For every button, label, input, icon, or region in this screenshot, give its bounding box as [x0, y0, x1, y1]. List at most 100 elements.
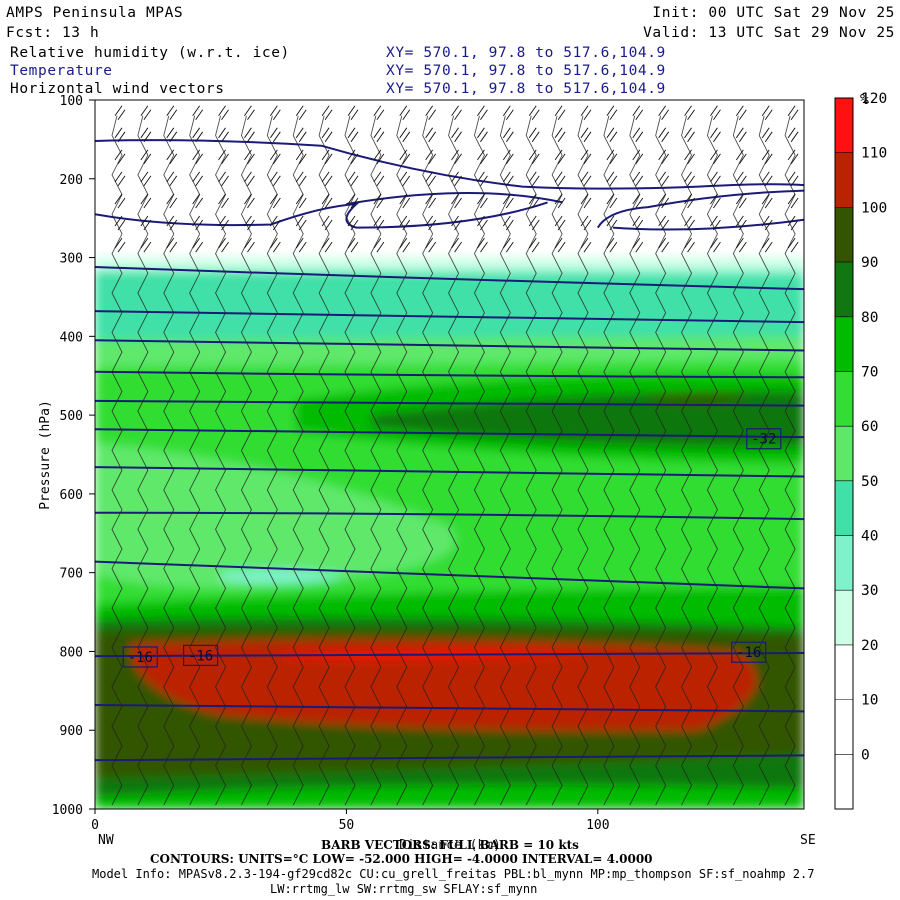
- isotherm-10: [95, 652, 804, 658]
- valid-time: Valid: 13 UTC Sat 29 Nov 25: [643, 25, 895, 41]
- colorbar-frame: [834, 97, 854, 810]
- contour-label-text: -32: [751, 432, 776, 448]
- wind-barb-column: [706, 115, 718, 806]
- colorbar-segment: [835, 590, 853, 645]
- wind-barb-column: [473, 115, 485, 806]
- colorbar-segment: [835, 98, 853, 153]
- plot-frame: [94, 99, 805, 810]
- wind-barb-column: [629, 115, 641, 806]
- colorbar-label: 80: [861, 310, 878, 326]
- colorbar-units: %: [860, 92, 869, 108]
- x-end-label-nw: NW: [98, 833, 114, 848]
- wind-barb-feathers: [140, 105, 152, 253]
- y-tick-label: 400: [60, 330, 83, 345]
- colorbar-segment: [835, 262, 853, 317]
- colorbar-label: 30: [861, 583, 878, 599]
- contour-label-box: [122, 646, 158, 668]
- field-xy-temperature: XY= 570.1, 97.8 to 517.6,104.9: [386, 63, 666, 79]
- isotherm-upper-d: [596, 189, 804, 229]
- isotherm-4: [95, 370, 804, 379]
- wind-barb-feathers: [321, 105, 333, 253]
- wind-barb-feathers: [295, 105, 307, 253]
- contour-label-text: -16: [736, 645, 761, 661]
- wind-barb-feathers: [451, 105, 462, 253]
- colorbar-segment: [835, 535, 853, 591]
- colorbar-label: 20: [861, 638, 878, 654]
- isotherm-8: [95, 511, 804, 521]
- wind-barb-column: [163, 115, 175, 806]
- isotherm-12: [95, 754, 804, 762]
- wind-barb-feathers: [554, 105, 566, 253]
- y-tick-label: 100: [60, 94, 83, 109]
- contour-labels: -32 -16 -16 -16: [122, 428, 782, 668]
- wind-barb-feathers: [787, 105, 799, 253]
- contour-label: -32: [746, 428, 782, 450]
- barb-legend: BARB VECTORS: FULL BARB = 10 kts: [321, 838, 579, 852]
- colorbar-segment: [835, 152, 853, 208]
- colorbar-label: 120: [861, 91, 887, 107]
- y-tick-label: 800: [60, 645, 83, 660]
- wind-barb-column: [111, 115, 123, 806]
- field-xy-wind: XY= 570.1, 97.8 to 517.6,104.9: [386, 81, 666, 97]
- wind-barb-feathers: [244, 105, 255, 253]
- field-name-rh: Relative humidity (w.r.t. ice): [10, 45, 290, 61]
- wind-barb-column: [732, 115, 744, 806]
- colorbar-segment: [835, 371, 853, 427]
- wind-barb-feathers: [502, 105, 514, 253]
- wind-barb-feathers: [580, 105, 592, 253]
- wind-barb-column: [318, 115, 330, 806]
- isotherm-9: [95, 560, 804, 590]
- field-name-temperature: Temperature: [10, 63, 113, 79]
- wind-barb-feathers: [269, 105, 281, 253]
- isotherm-5: [95, 399, 804, 407]
- plot-area: -32-16 -16 -16 100200300400500600700800900…: [52, 94, 805, 833]
- field-xy-rh: XY= 570.1, 97.8 to 517.6,104.9: [386, 45, 666, 61]
- contour-label-box: [731, 641, 767, 663]
- model-title: AMPS Peninsula MPAS: [6, 5, 183, 21]
- y-tick-label: 600: [60, 488, 83, 503]
- colorbar-label: 40: [861, 529, 878, 545]
- colorbar-segment: [835, 316, 853, 372]
- wind-barb-column: [240, 115, 252, 806]
- wind-barb-feathers: [658, 105, 670, 253]
- temperature-contours: [95, 139, 804, 762]
- isotherm-1: [95, 266, 804, 291]
- colorbar-label: 70: [861, 364, 878, 380]
- rh-pocket-40-50: [220, 569, 347, 584]
- wind-barbs: [111, 105, 799, 806]
- wind-barb-feathers: [632, 105, 644, 253]
- wind-barb-feathers: [684, 105, 695, 253]
- colorbar-label: 10: [861, 693, 878, 709]
- axes: 100 200 300 400 500 600 700 800 900 1000 0 50 100: [52, 94, 610, 833]
- wind-barb-column: [189, 115, 201, 806]
- wind-barb-column: [577, 115, 589, 806]
- wind-barb-column: [137, 115, 149, 806]
- x-tick-label: 0: [91, 818, 99, 833]
- wind-barb-feathers: [347, 105, 359, 253]
- wind-barb-feathers: [166, 105, 178, 253]
- wind-barb-feathers: [218, 105, 229, 253]
- wind-barb-column: [525, 115, 537, 806]
- x-tick-label: 100: [586, 818, 609, 833]
- wind-barb-column: [422, 115, 434, 806]
- x-axis-label: Distance (km): [399, 838, 501, 853]
- colorbar-segment: [835, 644, 853, 700]
- wind-barb-column: [499, 115, 511, 806]
- wind-barb-column: [551, 115, 563, 806]
- wind-barb-feathers: [114, 105, 126, 253]
- wind-barb-column: [344, 115, 356, 806]
- colorbar: 0 10 20 30 40 50 60 70 80 90 100 110 120: [834, 91, 887, 810]
- contour-label: -16: [122, 646, 158, 668]
- colorbar-label: 90: [861, 255, 878, 271]
- wind-barb-column: [448, 115, 460, 806]
- contour-label: -16: [182, 644, 219, 666]
- colorbar-label: 110: [861, 146, 887, 162]
- colorbar-segment: [835, 699, 853, 755]
- forecast-hour: Fcst: 13 h: [6, 25, 99, 41]
- field-name-wind: Horizontal wind vectors: [10, 81, 225, 97]
- isotherm-6: [95, 428, 804, 439]
- y-tick-label: 700: [60, 567, 83, 582]
- y-tick-label: 900: [60, 724, 83, 739]
- isotherm-upper-a: [95, 139, 804, 190]
- wind-barb-feathers: [399, 105, 411, 253]
